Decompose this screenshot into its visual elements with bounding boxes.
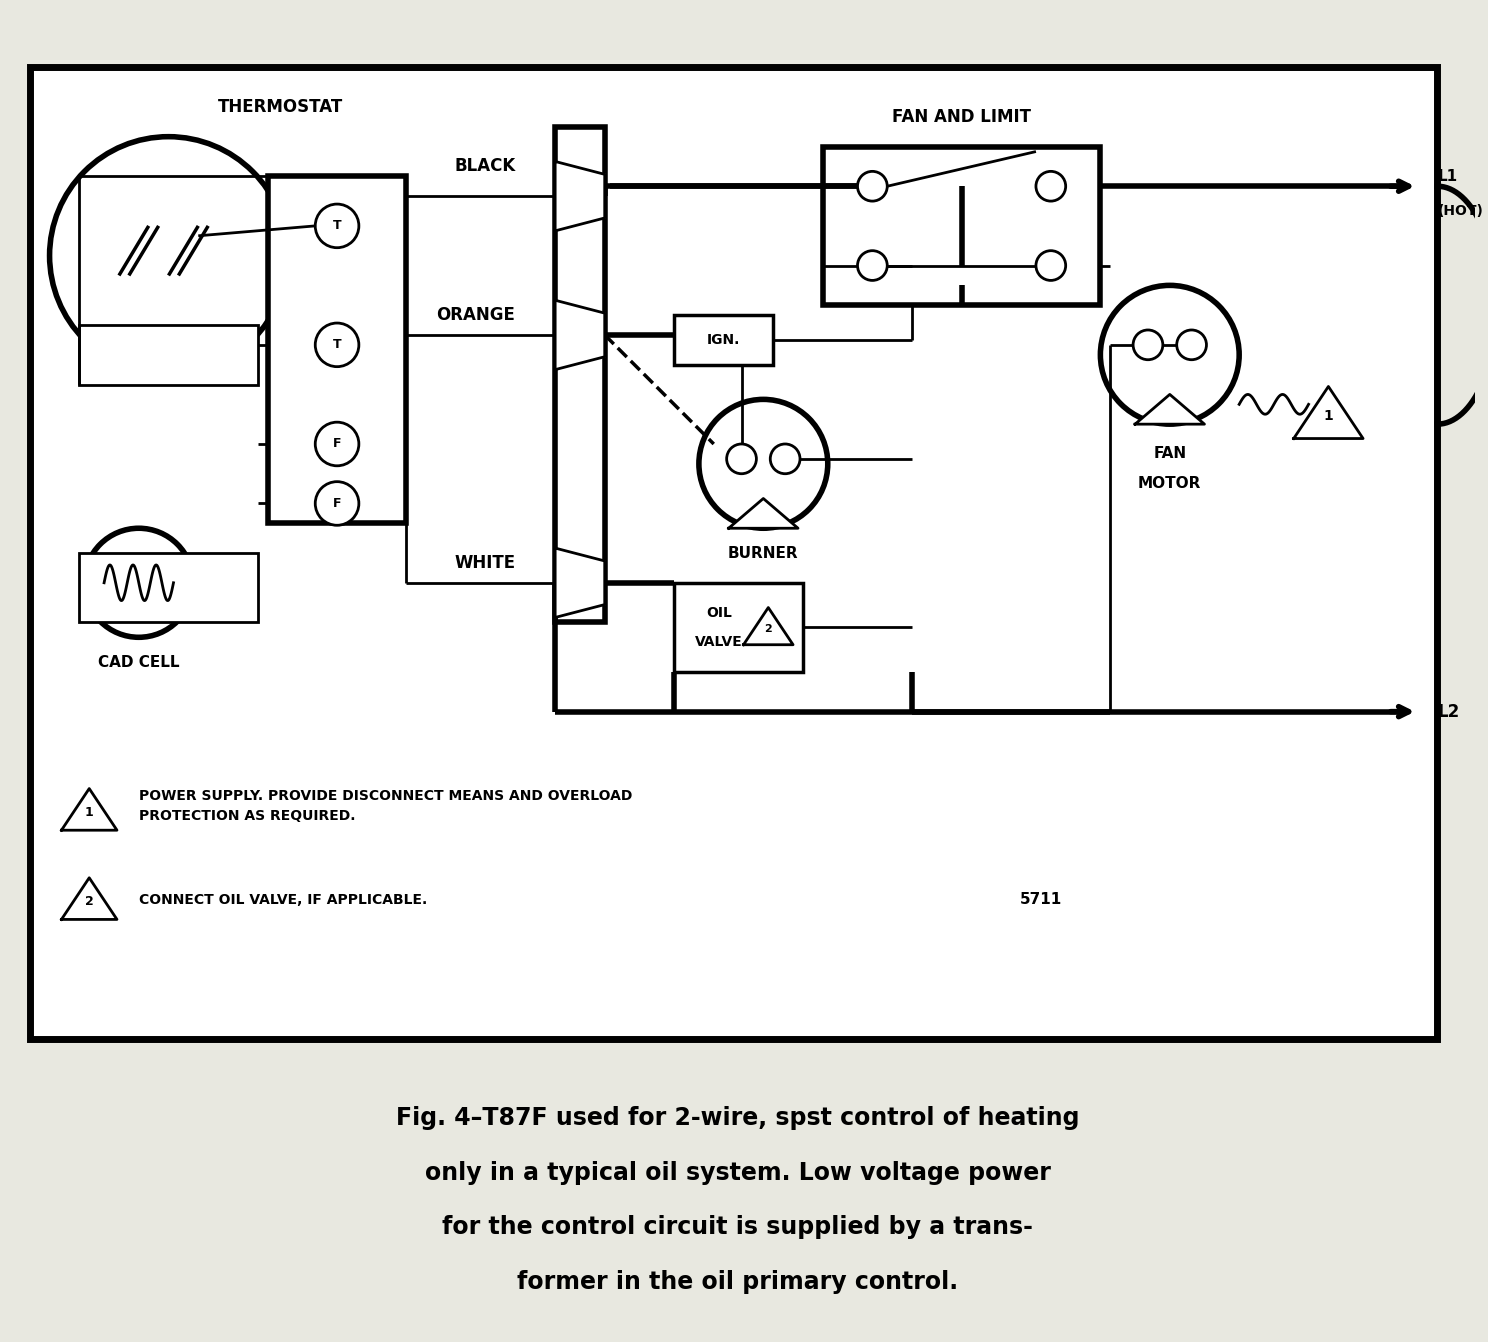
Circle shape bbox=[315, 204, 359, 248]
Text: L2: L2 bbox=[1437, 703, 1460, 721]
Circle shape bbox=[1036, 172, 1065, 201]
Polygon shape bbox=[729, 498, 798, 529]
Text: Fig. 4–T87F used for 2-wire, spst control of heating: Fig. 4–T87F used for 2-wire, spst contro… bbox=[396, 1106, 1079, 1130]
Circle shape bbox=[857, 172, 887, 201]
Text: 2: 2 bbox=[85, 895, 94, 909]
Text: for the control circuit is supplied by a trans-: for the control circuit is supplied by a… bbox=[442, 1215, 1033, 1239]
Polygon shape bbox=[555, 548, 604, 617]
Text: 5711: 5711 bbox=[1019, 892, 1062, 907]
Text: 1: 1 bbox=[85, 805, 94, 819]
Text: F: F bbox=[333, 437, 341, 451]
Text: ORANGE: ORANGE bbox=[436, 306, 515, 325]
Text: F: F bbox=[333, 497, 341, 510]
Text: BLACK: BLACK bbox=[454, 157, 515, 176]
Circle shape bbox=[315, 323, 359, 366]
Text: (HOT): (HOT) bbox=[1437, 204, 1484, 217]
Bar bbox=[674, 582, 804, 672]
Text: T: T bbox=[333, 338, 341, 352]
Bar bbox=[79, 325, 257, 385]
Circle shape bbox=[315, 423, 359, 466]
Text: IGN.: IGN. bbox=[707, 333, 741, 346]
Text: MOTOR: MOTOR bbox=[1138, 476, 1201, 491]
Circle shape bbox=[857, 251, 887, 280]
Text: CONNECT OIL VALVE, IF APPLICABLE.: CONNECT OIL VALVE, IF APPLICABLE. bbox=[138, 892, 427, 907]
Bar bbox=[674, 315, 774, 365]
Text: 2: 2 bbox=[765, 624, 772, 633]
Circle shape bbox=[771, 444, 801, 474]
Polygon shape bbox=[1293, 386, 1363, 439]
Polygon shape bbox=[61, 878, 118, 919]
Text: CAD CELL: CAD CELL bbox=[98, 655, 180, 670]
Polygon shape bbox=[744, 608, 793, 644]
Polygon shape bbox=[555, 301, 604, 369]
Bar bbox=[79, 553, 257, 623]
Polygon shape bbox=[555, 161, 604, 231]
Circle shape bbox=[85, 529, 193, 637]
Circle shape bbox=[315, 482, 359, 525]
Text: THERMOSTAT: THERMOSTAT bbox=[219, 98, 344, 115]
Circle shape bbox=[726, 444, 756, 474]
Circle shape bbox=[49, 137, 287, 374]
Polygon shape bbox=[1135, 395, 1204, 424]
Text: only in a typical oil system. Low voltage power: only in a typical oil system. Low voltag… bbox=[424, 1161, 1051, 1185]
Text: WHITE: WHITE bbox=[454, 554, 515, 572]
Text: former in the oil primary control.: former in the oil primary control. bbox=[516, 1270, 958, 1294]
Text: BURNER: BURNER bbox=[728, 546, 799, 561]
Bar bbox=[823, 146, 1101, 305]
Text: FAN AND LIMIT: FAN AND LIMIT bbox=[893, 107, 1031, 126]
Bar bbox=[555, 126, 604, 623]
Circle shape bbox=[1132, 330, 1162, 360]
Text: T: T bbox=[333, 219, 341, 232]
Polygon shape bbox=[61, 789, 118, 831]
Text: L1: L1 bbox=[1437, 169, 1458, 184]
Bar bbox=[268, 176, 406, 523]
Text: FAN: FAN bbox=[1153, 447, 1186, 462]
Circle shape bbox=[1177, 330, 1207, 360]
Circle shape bbox=[1036, 251, 1065, 280]
Text: OIL: OIL bbox=[705, 605, 732, 620]
Text: VALVE: VALVE bbox=[695, 635, 743, 650]
Text: POWER SUPPLY. PROVIDE DISCONNECT MEANS AND OVERLOAD
PROTECTION AS REQUIRED.: POWER SUPPLY. PROVIDE DISCONNECT MEANS A… bbox=[138, 789, 632, 823]
Circle shape bbox=[699, 400, 827, 529]
Circle shape bbox=[1101, 286, 1240, 424]
Bar bbox=[30, 67, 1437, 1039]
Text: 1: 1 bbox=[1323, 409, 1333, 423]
